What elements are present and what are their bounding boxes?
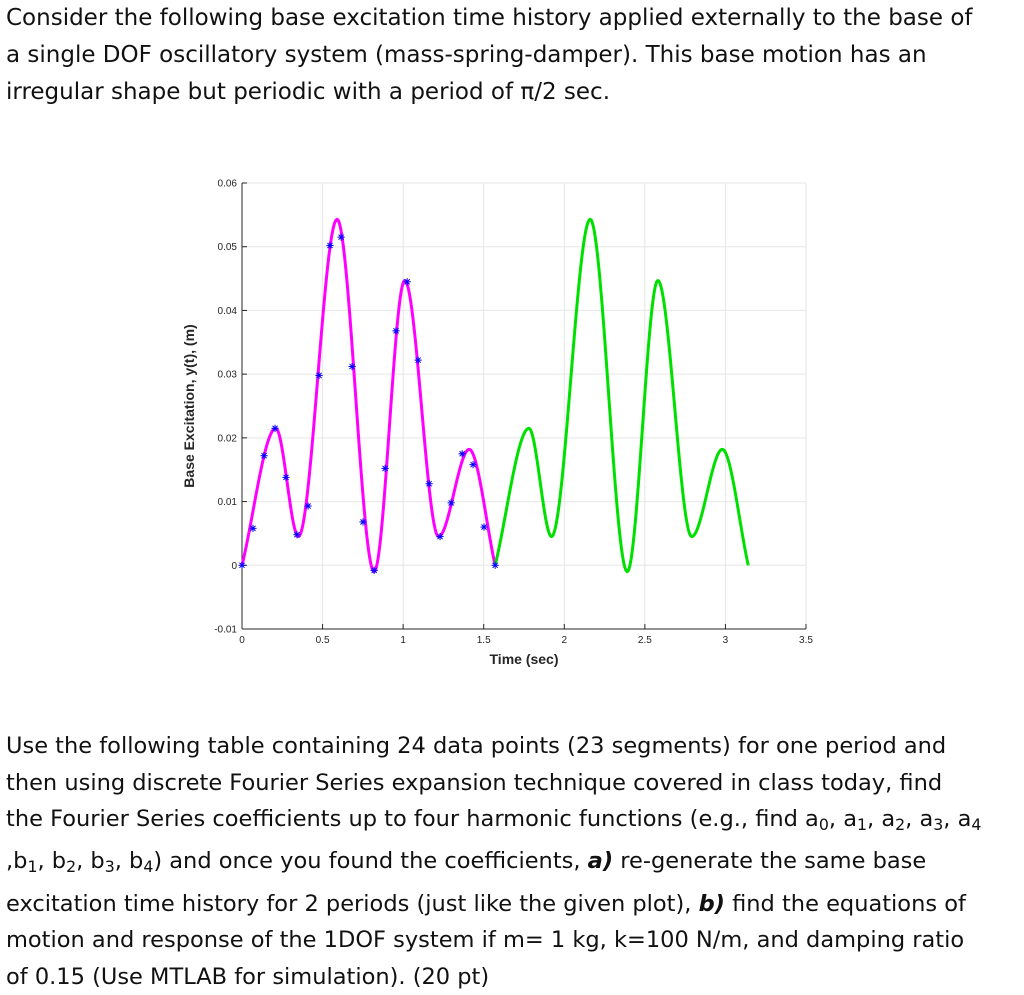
task-line-2: then using discrete Fourier Series expan… bbox=[6, 769, 943, 796]
task-line-5: excitation time history for 2 periods (j… bbox=[6, 890, 966, 917]
series-line-2 bbox=[493, 217, 750, 574]
data-marker bbox=[491, 561, 499, 569]
x-tick-label: 3.5 bbox=[799, 635, 813, 646]
data-marker bbox=[348, 362, 356, 371]
series-layer bbox=[240, 217, 750, 574]
y-tick-label: 0.01 bbox=[218, 497, 238, 508]
data-marker bbox=[403, 278, 411, 286]
data-marker bbox=[238, 561, 246, 569]
intro-line-3: irregular shape but periodic with a peri… bbox=[6, 79, 611, 105]
part-a-label: a) bbox=[587, 848, 614, 875]
intro-line-1: Consider the following base excitation t… bbox=[6, 5, 973, 31]
problem-intro: Consider the following base excitation t… bbox=[6, 0, 1022, 111]
grid-layer bbox=[241, 182, 807, 630]
y-tick-label: 0.03 bbox=[218, 370, 238, 381]
data-marker bbox=[249, 524, 257, 532]
axes-layer bbox=[241, 183, 806, 630]
data-marker bbox=[469, 461, 477, 469]
data-marker bbox=[392, 327, 400, 335]
y-tick-label: 0.06 bbox=[218, 179, 238, 190]
data-marker bbox=[458, 450, 466, 458]
task-line-7: of 0.15 (Use MTLAB for simulation). (20 … bbox=[6, 963, 490, 990]
task-line-4: ,b1, b2, b3, b4) and once you found the … bbox=[6, 848, 927, 877]
data-marker bbox=[381, 464, 389, 473]
task-line-1: Use the following table containing 24 da… bbox=[6, 733, 947, 759]
x-tick-label: 0 bbox=[239, 635, 245, 646]
data-marker bbox=[337, 233, 345, 241]
data-marker bbox=[436, 533, 444, 541]
y-axis-title: Base Excitation, y(t), (m) bbox=[181, 324, 197, 487]
y-tick-label: 0.02 bbox=[218, 433, 238, 444]
data-marker bbox=[326, 241, 334, 250]
data-marker bbox=[282, 473, 290, 481]
base-excitation-chart: 0 0.5 1 1.5 2 2.5 3 3.5-0.0100.010.020.030.040.… bbox=[181, 179, 813, 668]
y-tick-label: 0 bbox=[231, 561, 237, 572]
data-marker bbox=[370, 566, 378, 574]
marker-layer bbox=[238, 233, 499, 574]
data-marker bbox=[480, 523, 488, 531]
x-tick-label: 3 bbox=[723, 635, 729, 646]
data-marker bbox=[414, 356, 422, 364]
data-marker bbox=[359, 518, 367, 526]
x-tick-label: 1.5 bbox=[477, 635, 491, 646]
problem-task: Use the following table containing 24 da… bbox=[6, 728, 1022, 995]
x-tick-label: 1 bbox=[400, 635, 406, 646]
x-tick-label: 2 bbox=[562, 635, 568, 646]
series-line-1 bbox=[240, 217, 497, 574]
x-tick-label: 0.5 bbox=[316, 635, 330, 646]
x-tick-label: 2.5 bbox=[638, 635, 652, 646]
data-marker bbox=[425, 480, 433, 488]
y-tick-label: 0.04 bbox=[218, 306, 238, 317]
data-marker bbox=[260, 452, 268, 460]
data-marker bbox=[271, 424, 279, 432]
data-marker bbox=[293, 531, 301, 539]
y-tick-label: -0.01 bbox=[214, 625, 237, 636]
part-b-label: b) bbox=[698, 890, 725, 917]
data-marker bbox=[315, 371, 323, 380]
data-marker bbox=[304, 502, 312, 510]
data-marker bbox=[447, 499, 455, 507]
y-tick-label: 0.05 bbox=[218, 242, 238, 253]
x-axis-title: Time (sec) bbox=[490, 651, 559, 667]
intro-line-2: a single DOF oscillatory system (mass-sp… bbox=[6, 42, 927, 68]
ticks-layer: 0 0.5 1 1.5 2 2.5 3 3.5-0.0100.010.020.030.040.… bbox=[214, 179, 813, 647]
task-line-6: motion and response of the 1DOF system i… bbox=[6, 927, 965, 954]
task-line-3: the Fourier Series coefficients up to fo… bbox=[6, 806, 982, 834]
